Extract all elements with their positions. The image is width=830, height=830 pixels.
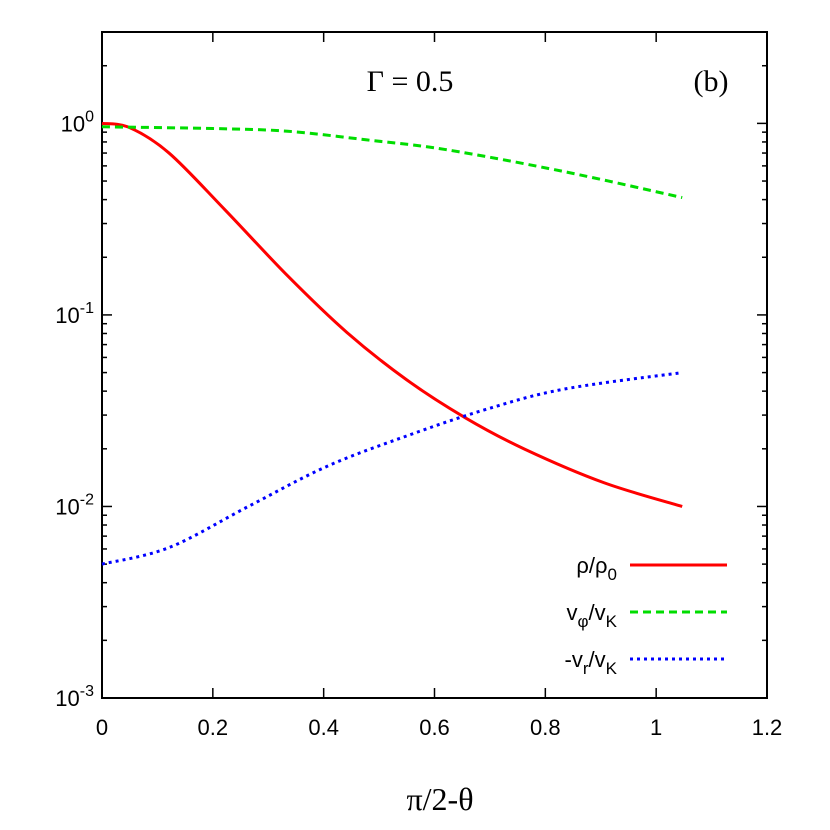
gamma-annotation: Γ = 0.5 bbox=[367, 65, 454, 98]
y-tick-base: 10 bbox=[55, 686, 79, 711]
y-tick-label: 10-1 bbox=[55, 300, 94, 328]
x-tick-label: 0 bbox=[96, 715, 108, 740]
y-tick-exponent: -3 bbox=[80, 683, 94, 700]
x-tick-label: 1 bbox=[650, 715, 662, 740]
legend-label-0: ρ/ρ0 bbox=[576, 553, 617, 584]
x-axis-label: π/2-θ bbox=[406, 781, 473, 817]
y-tick-label: 10-3 bbox=[55, 683, 94, 711]
x-tick-label: 0.2 bbox=[198, 715, 229, 740]
series-line-2 bbox=[101, 371, 683, 566]
x-tick-label: 0.4 bbox=[308, 715, 339, 740]
legend-label-1: vφ/vK bbox=[567, 600, 618, 631]
legend-text: /v bbox=[589, 647, 606, 672]
legend-subscript: K bbox=[606, 659, 618, 678]
y-tick-exponent: -1 bbox=[80, 300, 94, 317]
y-tick-base: 10 bbox=[61, 111, 85, 136]
legend-subscript: φ bbox=[578, 612, 589, 631]
y-tick-base: 10 bbox=[55, 494, 79, 519]
series-line-0 bbox=[101, 121, 683, 508]
x-tick-label: 0.6 bbox=[419, 715, 450, 740]
plot-frame bbox=[101, 31, 768, 699]
x-tick-label: 1.2 bbox=[752, 715, 783, 740]
y-tick-exponent: -2 bbox=[80, 491, 94, 508]
y-tick-exponent: 0 bbox=[85, 108, 94, 125]
y-tick-label: 10-2 bbox=[55, 491, 94, 519]
panel-label: (b) bbox=[694, 65, 729, 98]
y-tick-base: 10 bbox=[55, 303, 79, 328]
legend-text: /v bbox=[589, 600, 606, 625]
legend-subscript: r bbox=[583, 659, 589, 678]
series-group bbox=[101, 121, 683, 566]
legend-text: -v bbox=[565, 647, 583, 672]
legend-text: ρ/ρ bbox=[576, 553, 607, 578]
y-tick-label: 100 bbox=[61, 108, 94, 136]
legend-label-2: -vr/vK bbox=[565, 647, 618, 678]
legend-subscript: 0 bbox=[608, 565, 617, 584]
x-tick-label: 0.8 bbox=[530, 715, 561, 740]
legend-subscript: K bbox=[606, 612, 618, 631]
series-line-1 bbox=[101, 125, 683, 200]
legend-text: v bbox=[567, 600, 578, 625]
